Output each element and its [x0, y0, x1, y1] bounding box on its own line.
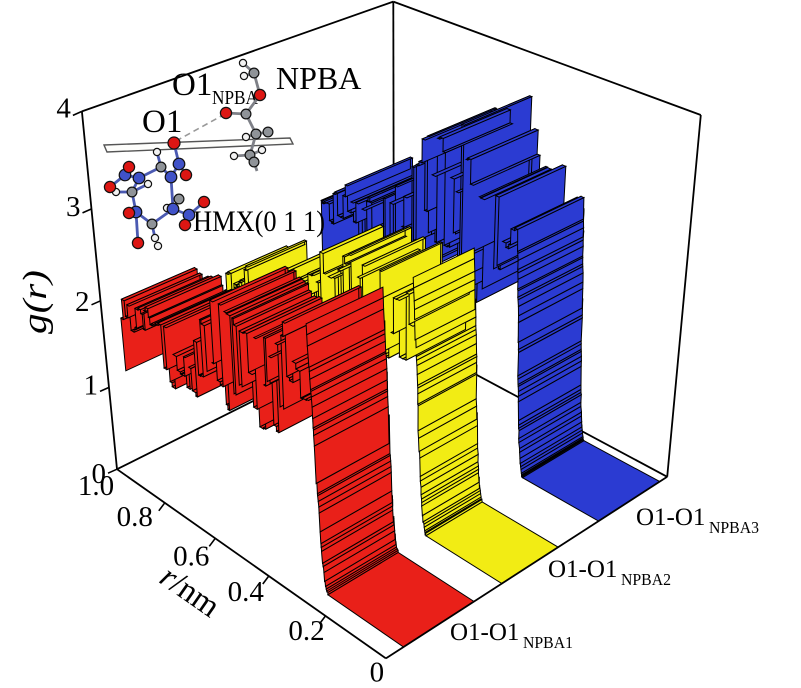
svg-text:0: 0 [370, 656, 385, 683]
svg-text:2: 2 [75, 286, 90, 318]
svg-text:NPBA2: NPBA2 [621, 570, 671, 589]
svg-text:0.8: 0.8 [117, 501, 153, 533]
svg-text:O1-O1: O1-O1 [450, 619, 519, 646]
svg-text:1.0: 1.0 [78, 470, 114, 502]
svg-text:0.6: 0.6 [173, 540, 209, 572]
svg-text:0.4: 0.4 [228, 576, 265, 608]
svg-text:4: 4 [56, 92, 71, 124]
svg-text:1: 1 [84, 369, 99, 401]
svg-text:O1: O1 [172, 67, 212, 103]
svg-text:0: 0 [92, 458, 107, 490]
svg-text:0.2: 0.2 [288, 615, 324, 647]
svg-text:NPBA1: NPBA1 [523, 633, 573, 652]
svg-text:3: 3 [66, 191, 81, 223]
svg-text:NPBA: NPBA [212, 87, 258, 109]
svg-text:O1-O1: O1-O1 [548, 556, 617, 583]
svg-text:NPBA: NPBA [276, 60, 361, 96]
svg-text:O1-O1: O1-O1 [636, 504, 705, 531]
svg-text:O1: O1 [142, 104, 182, 140]
svg-text:HMX(0 1 1): HMX(0 1 1) [193, 205, 325, 238]
svg-text:NPBA3: NPBA3 [709, 518, 759, 537]
svg-text:g(r): g(r) [17, 270, 54, 334]
